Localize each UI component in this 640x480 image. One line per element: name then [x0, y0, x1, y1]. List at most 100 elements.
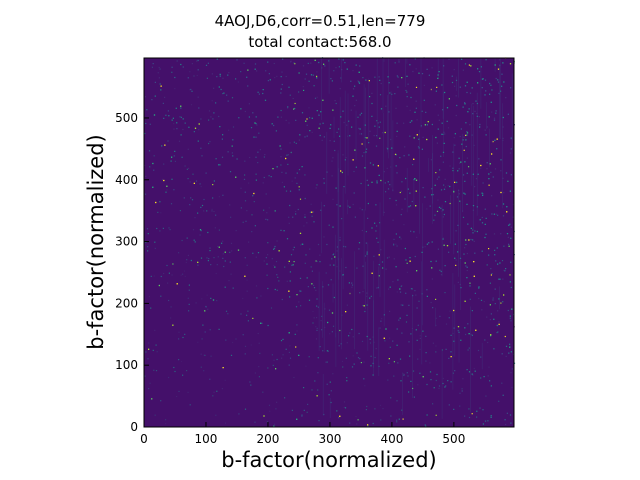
heatmap-cell: [205, 305, 207, 308]
heatmap-cell: [361, 143, 363, 145]
heatmap-cell: [148, 150, 151, 152]
heatmap-cell: [388, 256, 390, 258]
heatmap-cell: [147, 233, 149, 235]
heatmap-cell: [405, 321, 408, 323]
heatmap-cell: [393, 258, 395, 260]
heatmap-cell: [486, 126, 488, 128]
heatmap-cell: [462, 69, 464, 71]
heatmap-cell: [490, 274, 492, 276]
heatmap-cell: [273, 264, 275, 266]
heatmap-cell: [147, 246, 149, 248]
heatmap-cell: [396, 130, 398, 132]
heatmap-cell: [375, 348, 377, 350]
heatmap-cell: [199, 183, 201, 185]
heatmap-cell: [449, 310, 451, 312]
heatmap-cell: [386, 147, 388, 149]
heatmap-cell: [378, 254, 380, 256]
heatmap-cell: [240, 313, 242, 315]
heatmap-cell: [292, 97, 294, 100]
heatmap-cell: [466, 132, 469, 134]
heatmap-cell: [300, 244, 302, 246]
heatmap-cell: [431, 194, 433, 196]
heatmap-cell: [315, 289, 317, 291]
heatmap-cell: [334, 256, 336, 258]
heatmap-cell: [222, 253, 224, 255]
heatmap-cell: [295, 306, 298, 308]
heatmap-cell: [425, 352, 427, 354]
heatmap-cell: [213, 180, 215, 182]
heatmap-cell: [491, 153, 493, 155]
heatmap-cell: [285, 348, 287, 350]
heatmap-cell: [173, 123, 175, 125]
heatmap-cell: [253, 201, 255, 203]
heatmap-cell: [395, 107, 397, 109]
heatmap-cell: [281, 357, 283, 359]
heatmap-cell: [414, 255, 416, 258]
heatmap-cell: [498, 298, 500, 300]
heatmap-cell: [444, 178, 446, 180]
heatmap-cell: [254, 372, 256, 374]
heatmap-cell: [166, 189, 168, 191]
heatmap-cell: [180, 105, 182, 107]
heatmap-cell: [293, 376, 295, 379]
heatmap-cell: [358, 242, 361, 244]
heatmap-cell: [473, 367, 475, 370]
heatmap-cell: [190, 104, 193, 106]
heatmap-cell: [172, 324, 174, 326]
heatmap-cell: [472, 205, 475, 207]
heatmap-cell: [300, 305, 302, 307]
heatmap-cell: [352, 203, 354, 206]
heatmap-cell: [227, 313, 229, 315]
heatmap-cell: [480, 377, 482, 379]
heatmap-cell: [437, 128, 439, 130]
heatmap-cell: [358, 248, 360, 250]
heatmap-cell: [197, 341, 199, 343]
heatmap-cell: [334, 149, 336, 152]
heatmap-cell: [311, 117, 313, 119]
heatmap-cell: [306, 277, 308, 279]
heatmap-cell: [280, 148, 282, 150]
heatmap-cell: [468, 347, 470, 349]
heatmap-cell: [245, 220, 247, 222]
x-tick-label: 0: [140, 432, 148, 446]
heatmap-cell: [509, 281, 511, 283]
y-tick-label: 500: [115, 111, 138, 125]
heatmap-cell: [263, 415, 265, 417]
heatmap-cell: [188, 284, 190, 286]
heatmap-cell: [412, 295, 414, 297]
heatmap-cell: [361, 209, 363, 211]
heatmap-cell: [455, 114, 457, 117]
heatmap-cell: [270, 176, 272, 178]
heatmap-cell: [229, 261, 231, 263]
heatmap-cell: [498, 321, 500, 323]
heatmap-cell: [248, 103, 250, 105]
heatmap-cell: [178, 331, 180, 333]
heatmap-cell: [470, 238, 472, 241]
heatmap-cell: [497, 263, 499, 265]
heatmap-cell: [396, 291, 398, 293]
heatmap-cell: [317, 243, 320, 246]
heatmap-cell: [362, 265, 364, 267]
heatmap-cell: [442, 238, 444, 240]
heatmap-cell: [222, 93, 224, 95]
heatmap-cell: [316, 75, 318, 77]
heatmap-cell: [319, 346, 321, 348]
heatmap-cell: [166, 185, 168, 187]
heatmap-cell: [191, 199, 194, 201]
heatmap-cell: [171, 178, 173, 180]
heatmap-cell: [315, 260, 317, 262]
heatmap-cell: [408, 304, 410, 306]
heatmap-cell: [305, 120, 307, 122]
heatmap-cell: [238, 117, 240, 119]
heatmap-cell: [501, 73, 503, 75]
heatmap-cell: [363, 305, 365, 307]
heatmap-cell: [416, 307, 418, 309]
heatmap-cell: [479, 126, 481, 128]
heatmap-cell: [402, 304, 404, 306]
heatmap-cell: [314, 380, 316, 382]
heatmap-cell: [472, 374, 474, 376]
heatmap-cell: [318, 420, 320, 422]
heatmap-cell: [328, 60, 330, 62]
heatmap-cell: [465, 139, 467, 141]
heatmap-cell: [487, 375, 489, 377]
